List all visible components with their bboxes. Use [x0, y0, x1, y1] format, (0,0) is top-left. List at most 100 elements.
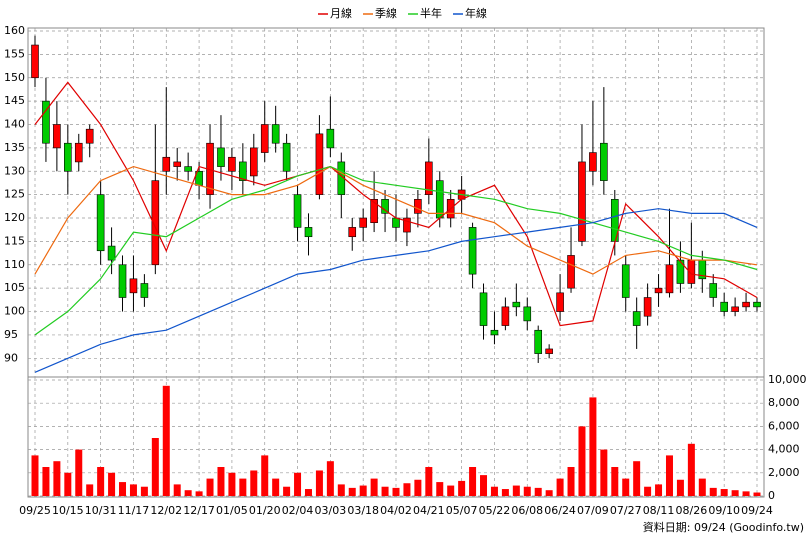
candle-body [271, 124, 280, 144]
volume-bar [217, 467, 225, 496]
x-tick-label: 10/31 [85, 504, 117, 517]
candle-body [42, 100, 50, 144]
ma-line [34, 165, 758, 336]
candle-body [731, 306, 739, 312]
x-tick-label: 03/03 [315, 504, 347, 517]
volume-bar [184, 490, 192, 496]
candle-body [621, 264, 630, 298]
x-tick-label: 11/17 [118, 504, 150, 517]
volume-bar [261, 455, 269, 496]
volume-bar [326, 461, 334, 496]
volume-bar [283, 486, 291, 496]
candle-body [315, 133, 324, 195]
volume-bar [655, 484, 663, 496]
candle-body [293, 194, 302, 228]
y-tick-label: 140 [4, 118, 25, 131]
volume-bar [315, 470, 323, 496]
candle-body [162, 156, 171, 172]
volume-bar [425, 467, 433, 496]
candle-body [676, 259, 685, 284]
y-tick-label: 130 [4, 164, 25, 177]
volume-bar [447, 485, 455, 496]
volume-bar [665, 455, 673, 496]
candle-body [107, 245, 116, 261]
legend-label: 月線 [330, 6, 352, 20]
volume-bar [239, 478, 247, 496]
candle-body [359, 217, 367, 228]
volume-bar [600, 449, 608, 496]
candle-body [742, 301, 750, 308]
volume-bar [272, 478, 280, 496]
x-tick-label: 07/27 [610, 504, 642, 517]
x-tick-label: 05/07 [446, 504, 478, 517]
volume-bar [97, 467, 105, 496]
legend-label: 年線 [465, 6, 487, 20]
volume-tick-label: 10,000 [768, 373, 807, 386]
volume-bar [512, 485, 520, 496]
volume-bar [556, 478, 564, 496]
volume-bar [140, 486, 148, 496]
y-tick-label: 145 [4, 94, 25, 107]
x-tick-label: 04/02 [380, 504, 412, 517]
candle-body [414, 199, 422, 214]
candle-body [720, 301, 728, 312]
volume-bar [720, 489, 728, 496]
volume-bar [403, 483, 411, 496]
candle-body [403, 217, 411, 233]
footer: 資料日期: 09/24 (Goodinfo.tw) [643, 520, 804, 534]
volume-bar [392, 487, 400, 496]
volume-bar [86, 484, 94, 496]
candle-body [239, 161, 247, 181]
y-tick-label: 155 [4, 47, 25, 60]
candle-body [589, 152, 597, 172]
volume-bar [337, 484, 345, 496]
x-tick-label: 09/24 [741, 504, 773, 517]
volume-bar [676, 479, 684, 496]
candle-body [348, 227, 357, 238]
volume-bar [173, 484, 181, 496]
volume-bar [304, 489, 312, 496]
candle-body [753, 301, 761, 308]
y-tick-label: 115 [4, 234, 25, 247]
volume-bar [414, 479, 422, 496]
volume-bar [206, 478, 214, 496]
candle-body [654, 287, 663, 294]
candle-body [643, 297, 652, 317]
volume-bar [151, 438, 159, 496]
volume-bar [294, 472, 302, 496]
x-tick-label: 09/10 [708, 504, 740, 517]
candle-body [85, 128, 94, 144]
candle-body [468, 227, 477, 275]
x-tick-label: 06/08 [511, 504, 543, 517]
candle-body [118, 264, 127, 298]
y-tick-label: 150 [4, 71, 25, 84]
volume-bar [250, 470, 258, 496]
x-tick-label: 08/11 [643, 504, 675, 517]
volume-bar [644, 486, 652, 496]
volume-tick-label: 8,000 [768, 396, 800, 409]
volume-tick-label: 2,000 [768, 466, 800, 479]
candle-body [709, 283, 718, 298]
x-tick-label: 02/04 [282, 504, 314, 517]
volume-tick-label: 6,000 [768, 419, 800, 432]
x-tick-label: 12/02 [150, 504, 182, 517]
volume-bar [490, 486, 498, 496]
candle-body [129, 278, 138, 294]
candle-body [501, 306, 510, 326]
ma-line [34, 208, 758, 373]
candle-body [370, 199, 378, 224]
candle-body [556, 292, 564, 312]
y-tick-label: 105 [4, 281, 25, 294]
volume-bar [359, 485, 367, 496]
y-tick-label: 160 [4, 24, 25, 37]
candle-body [173, 161, 182, 167]
volume-bar [64, 472, 72, 496]
volume-bar [42, 467, 50, 496]
y-tick-label: 120 [4, 211, 25, 224]
candle-body [534, 329, 543, 354]
candle-body [140, 283, 149, 298]
x-tick-label: 07/09 [577, 504, 609, 517]
y-tick-label: 110 [4, 258, 25, 271]
candle-body [523, 306, 532, 322]
